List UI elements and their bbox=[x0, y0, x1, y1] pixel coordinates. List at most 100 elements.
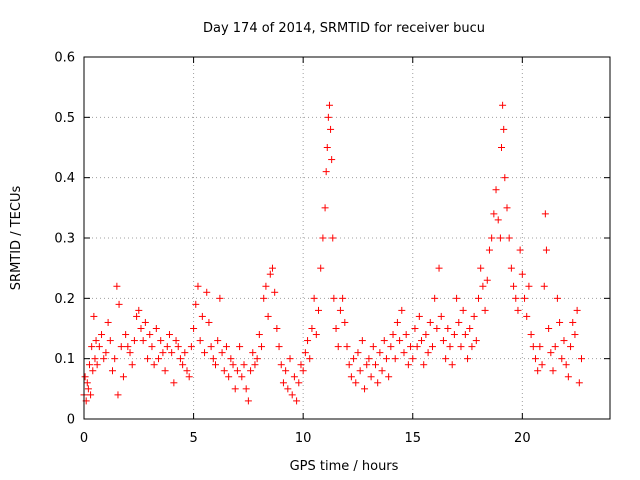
data-point bbox=[152, 325, 160, 332]
data-point bbox=[81, 373, 89, 381]
data-point bbox=[264, 312, 272, 320]
data-point bbox=[159, 349, 167, 357]
data-point bbox=[312, 331, 320, 339]
data-point bbox=[260, 294, 268, 302]
data-point bbox=[187, 343, 195, 351]
y-tick-label: 0.5 bbox=[54, 111, 75, 126]
y-tick-label: 0.2 bbox=[54, 292, 75, 307]
data-point bbox=[183, 367, 191, 375]
data-point bbox=[418, 337, 426, 345]
data-point bbox=[367, 373, 375, 381]
data-point bbox=[567, 343, 575, 351]
data-point bbox=[253, 355, 261, 363]
data-point bbox=[108, 367, 116, 375]
data-point bbox=[207, 343, 215, 351]
data-point bbox=[494, 216, 502, 224]
data-point bbox=[290, 373, 298, 381]
data-point bbox=[231, 385, 239, 393]
data-point bbox=[201, 349, 209, 357]
data-point bbox=[485, 246, 493, 254]
data-point bbox=[481, 306, 489, 314]
data-point bbox=[553, 294, 561, 302]
data-point bbox=[98, 331, 106, 339]
data-point bbox=[126, 349, 134, 357]
data-point bbox=[137, 325, 145, 332]
data-point bbox=[562, 361, 570, 369]
data-point bbox=[83, 379, 91, 387]
x-axis-label: GPS time / hours bbox=[290, 459, 399, 474]
data-point bbox=[88, 343, 96, 351]
data-point bbox=[124, 343, 132, 351]
data-point bbox=[461, 331, 469, 339]
data-point bbox=[319, 234, 327, 242]
data-point bbox=[115, 300, 123, 308]
data-point bbox=[499, 101, 507, 109]
data-point bbox=[479, 282, 487, 290]
data-point bbox=[378, 367, 386, 375]
data-point bbox=[435, 264, 443, 272]
data-point bbox=[457, 343, 465, 351]
data-point bbox=[279, 379, 287, 387]
data-point bbox=[356, 367, 364, 375]
data-point bbox=[350, 355, 358, 363]
data-point bbox=[329, 234, 337, 242]
data-point bbox=[573, 306, 581, 314]
data-point bbox=[389, 331, 397, 339]
data-point bbox=[218, 349, 226, 357]
data-point bbox=[500, 125, 508, 133]
data-point bbox=[571, 331, 579, 339]
data-point bbox=[172, 337, 180, 345]
data-point bbox=[324, 113, 332, 121]
x-tick-label: 5 bbox=[189, 431, 197, 446]
data-point bbox=[271, 288, 279, 296]
data-point bbox=[258, 343, 266, 351]
data-point bbox=[128, 361, 136, 369]
axis-ticks bbox=[83, 56, 610, 420]
data-point bbox=[90, 312, 98, 320]
data-point bbox=[365, 355, 373, 363]
data-point bbox=[569, 318, 577, 326]
data-point bbox=[179, 361, 187, 369]
data-point bbox=[433, 325, 441, 332]
data-point bbox=[540, 282, 548, 290]
data-point bbox=[426, 318, 434, 326]
data-point bbox=[111, 355, 119, 363]
data-point bbox=[91, 355, 99, 363]
data-point bbox=[321, 204, 329, 212]
data-point bbox=[284, 385, 292, 393]
data-point bbox=[376, 349, 384, 357]
data-point bbox=[442, 355, 450, 363]
data-point bbox=[176, 355, 184, 363]
data-point bbox=[100, 355, 108, 363]
data-point bbox=[446, 343, 454, 351]
data-point bbox=[244, 397, 252, 405]
data-point bbox=[547, 349, 555, 357]
data-point bbox=[170, 379, 178, 387]
data-point bbox=[93, 361, 101, 369]
data-point bbox=[358, 337, 366, 345]
data-point bbox=[157, 337, 165, 345]
data-point bbox=[398, 306, 406, 314]
data-point bbox=[514, 306, 522, 314]
data-point bbox=[106, 337, 114, 345]
data-point bbox=[327, 125, 335, 133]
data-point bbox=[483, 276, 491, 284]
y-tick-label: 0.4 bbox=[54, 171, 75, 186]
x-tick-label: 0 bbox=[80, 431, 88, 446]
data-point bbox=[227, 355, 235, 363]
data-point bbox=[505, 234, 513, 242]
data-point bbox=[464, 355, 472, 363]
data-point bbox=[556, 318, 564, 326]
data-point bbox=[527, 331, 535, 339]
data-point bbox=[409, 355, 417, 363]
data-point bbox=[448, 361, 456, 369]
data-point bbox=[354, 349, 362, 357]
data-point bbox=[431, 294, 439, 302]
data-point bbox=[165, 331, 173, 339]
data-point bbox=[422, 331, 430, 339]
data-point bbox=[84, 385, 92, 393]
data-point bbox=[102, 349, 110, 357]
data-point bbox=[249, 349, 257, 357]
data-point bbox=[455, 318, 463, 326]
data-point bbox=[95, 343, 103, 351]
